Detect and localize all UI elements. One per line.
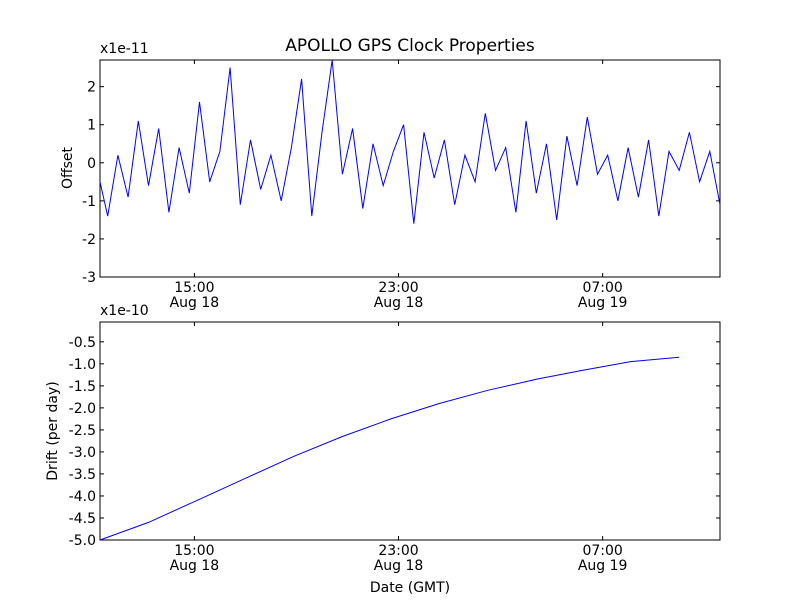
drift-y-tick-label: -4.0	[69, 489, 96, 505]
drift-y-tick-label: -1.5	[69, 379, 96, 395]
drift-y-tick-label: -3.5	[69, 467, 96, 483]
offset-x-tick-label-time: 15:00	[174, 280, 214, 296]
drift-y-multiplier: x1e-10	[100, 303, 149, 319]
drift-x-tick-label-date: Aug 18	[374, 558, 424, 574]
drift-y-tick-label: -4.5	[69, 511, 96, 527]
offset-x-tick-label-date: Aug 19	[578, 295, 628, 311]
drift-axes: x1e-10 Drift (per day) Date (GMT) -5.0 -4…	[45, 303, 721, 596]
offset-y-tick-label: -1	[82, 194, 96, 210]
drift-x-tick-label-date: Aug 18	[170, 558, 220, 574]
drift-x-tick-label-date: Aug 19	[578, 558, 628, 574]
drift-axes-frame	[99, 321, 721, 541]
drift-y-tick-label: -3.0	[69, 445, 96, 461]
drift-y-axis-label: Drift (per day)	[45, 381, 61, 480]
offset-y-tick-label: 2	[87, 80, 96, 96]
offset-x-tick-label-date: Aug 18	[170, 295, 220, 311]
offset-x-tick-label-time: 23:00	[378, 280, 418, 296]
offset-series-line	[99, 59, 721, 224]
drift-series-line	[99, 356, 680, 541]
figure-title: APOLLO GPS Clock Properties	[285, 36, 535, 56]
drift-x-axis-label: Date (GMT)	[370, 580, 450, 596]
drift-y-tick-label: -5.0	[69, 533, 96, 549]
drift-y-tick-label: -1.0	[69, 357, 96, 373]
offset-x-tick-label-time: 07:00	[582, 280, 622, 296]
offset-x-tick-label-date: Aug 18	[374, 295, 424, 311]
drift-x-tick-label-time: 15:00	[174, 543, 214, 559]
offset-axes-frame	[99, 59, 721, 278]
offset-y-tick-label: 1	[87, 118, 96, 134]
drift-y-tick-label: -2.0	[69, 401, 96, 417]
offset-y-multiplier: x1e-11	[100, 41, 149, 57]
offset-y-tick-label: 0	[87, 156, 96, 172]
drift-x-tick-label-time: 07:00	[582, 543, 622, 559]
drift-ticks: -5.0 -4.5 -4.0 -3.5 -3.0 -2.5 -2.0 -1.5 -1.0 -0.5…	[69, 322, 720, 574]
drift-y-tick-label: -2.5	[69, 423, 96, 439]
offset-y-tick-label: -3	[82, 270, 96, 286]
drift-y-tick-label: -0.5	[69, 335, 96, 351]
offset-y-tick-label: -2	[82, 232, 96, 248]
offset-y-axis-label: Offset	[60, 146, 76, 189]
drift-x-tick-label-time: 23:00	[378, 543, 418, 559]
